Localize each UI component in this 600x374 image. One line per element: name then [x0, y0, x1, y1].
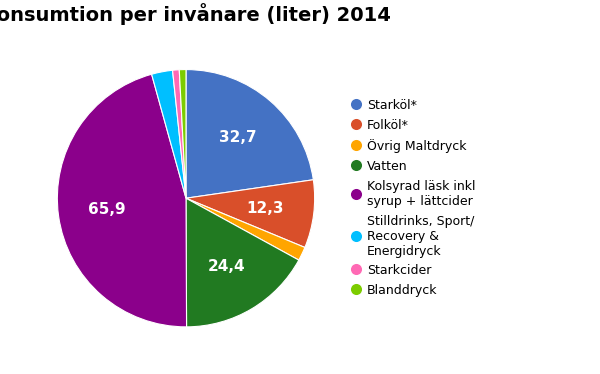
Text: 24,4: 24,4 — [208, 259, 245, 274]
Title: Konsumtion per invånare (liter) 2014: Konsumtion per invånare (liter) 2014 — [0, 3, 391, 25]
Text: 65,9: 65,9 — [88, 202, 126, 217]
Legend: Starköl*, Folköl*, Övrig Maltdryck, Vatten, Kolsyrad läsk inkl
syrup + lättcider: Starköl*, Folköl*, Övrig Maltdryck, Vatt… — [353, 99, 475, 297]
Text: 12,3: 12,3 — [247, 200, 284, 216]
Wedge shape — [58, 74, 187, 327]
Wedge shape — [179, 70, 186, 198]
Wedge shape — [186, 70, 313, 198]
Text: 32,7: 32,7 — [220, 131, 257, 145]
Wedge shape — [186, 180, 314, 248]
Wedge shape — [186, 198, 305, 260]
Wedge shape — [186, 198, 299, 327]
Wedge shape — [152, 70, 186, 198]
Wedge shape — [173, 70, 186, 198]
